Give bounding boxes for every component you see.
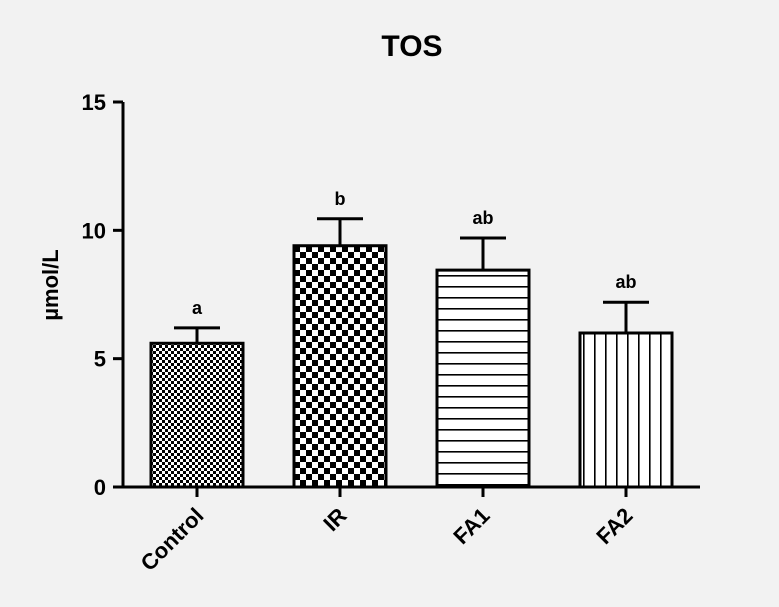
category-label-control: Control xyxy=(136,503,209,576)
bar-fa2 xyxy=(578,331,674,489)
y-tick-label: 5 xyxy=(94,347,106,372)
y-tick-label: 0 xyxy=(94,475,106,500)
significance-label-control: a xyxy=(192,298,203,318)
significance-label-fa2: ab xyxy=(615,272,636,292)
y-tick-label: 15 xyxy=(82,90,106,115)
significance-label-fa1: ab xyxy=(472,208,493,228)
bar-ir xyxy=(292,244,388,489)
significance-label-ir: b xyxy=(335,189,346,209)
bars xyxy=(149,217,674,489)
category-label-ir: IR xyxy=(318,503,351,536)
bar-control xyxy=(149,341,245,489)
y-tick-label: 10 xyxy=(82,218,106,243)
y-axis-label: µmol/L xyxy=(38,249,63,320)
category-label-fa2: FA2 xyxy=(591,503,637,549)
chart-title: TOS xyxy=(381,30,442,63)
category-label-fa1: FA1 xyxy=(448,503,494,549)
bar-fa1 xyxy=(435,268,531,489)
